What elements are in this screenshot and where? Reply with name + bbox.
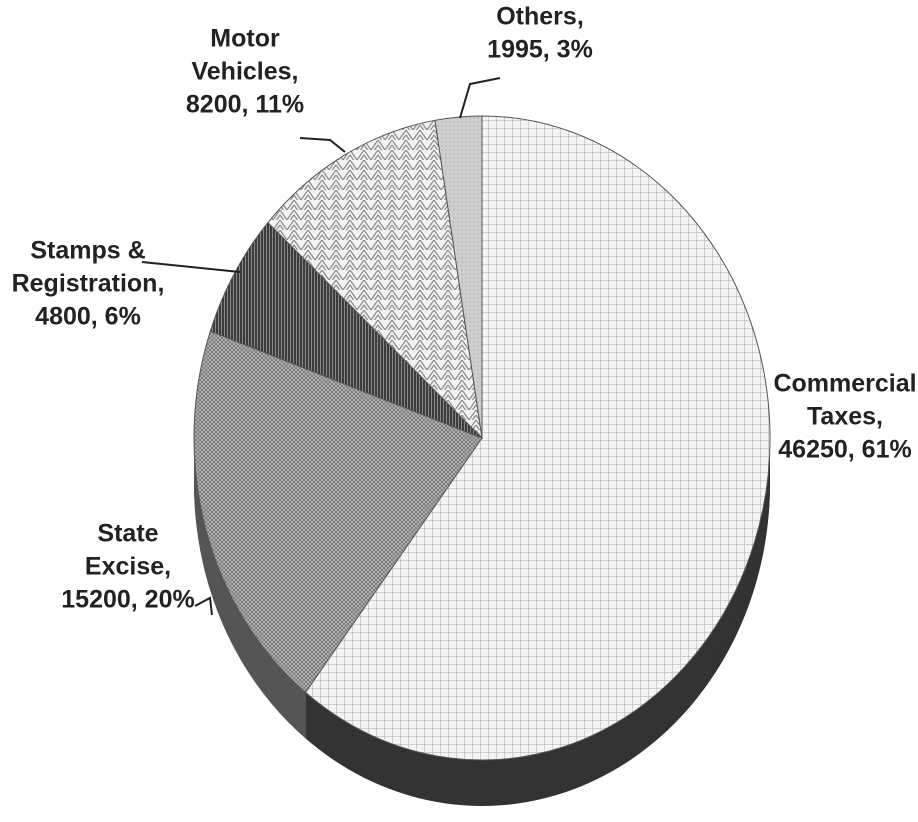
slice-label: 46250, 61%	[778, 436, 911, 464]
slice-label: 8200, 11%	[186, 91, 304, 119]
slice-label: Excise,	[85, 553, 171, 581]
slice	[434, 115, 483, 439]
slice-label: Taxes,	[807, 403, 883, 431]
slice-label: 1995, 3%	[487, 36, 593, 64]
slice	[209, 221, 483, 439]
leader-line	[299, 137, 346, 153]
slice-label: Vehicles,	[191, 58, 298, 86]
slice	[304, 115, 771, 761]
leader-line	[459, 77, 501, 119]
slice	[193, 330, 483, 694]
slice-label: Commercial	[773, 370, 916, 398]
leader-line	[194, 596, 213, 616]
slice-label: Motor	[210, 25, 280, 53]
slice-label: 15200, 20%	[61, 586, 194, 614]
slice-label: 4800, 6%	[35, 303, 141, 331]
slice-label: State	[97, 520, 158, 548]
slice-label: Others,	[496, 3, 584, 31]
slice-label: Stamps &	[30, 237, 145, 265]
slice	[267, 119, 483, 440]
slice-label: Registration,	[12, 270, 165, 298]
leader-line	[141, 261, 241, 273]
